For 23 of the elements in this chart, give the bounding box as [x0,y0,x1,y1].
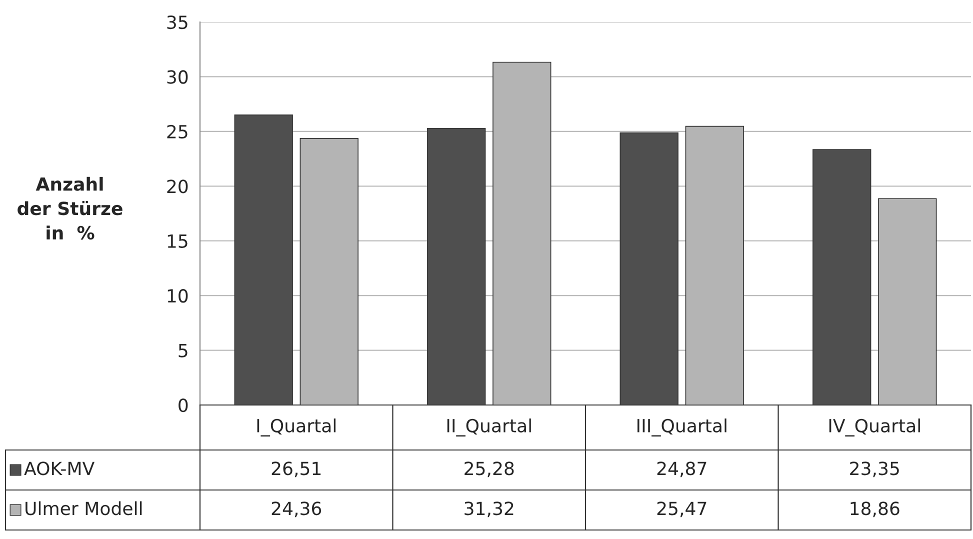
y-tick-label: 25 [167,124,188,139]
data-label: 23,35 [850,462,899,478]
y-tick-label: 0 [178,398,188,412]
y-tick-label: 35 [167,15,188,30]
y-tick-label: 15 [168,234,188,248]
y-tick-label: 20 [167,180,188,194]
data-label: 31,32 [464,502,514,518]
legend-label: AOK-MV [24,462,94,476]
x-tick-label: III_Quartal [637,418,726,436]
y-tick-label: 5 [178,344,188,358]
y-axis-title: Anzahl der Stürze in % [18,176,122,240]
y-tick-label: 10 [168,289,188,303]
data-label: 24,36 [272,502,322,518]
legend-label: Ulmer Modell [26,501,142,516]
data-label: 25,47 [657,502,706,518]
x-tick-label: II_Quartal [447,418,531,436]
data-label: 26,51 [272,462,321,478]
data-label: 18,86 [850,502,900,518]
x-tick-label: I_Quartal [257,418,336,436]
y-tick-label: 30 [167,70,188,84]
x-tick-label: IV_Quartal [829,418,920,436]
data-label: 24,87 [657,462,706,478]
data-label: 25,28 [464,462,514,478]
